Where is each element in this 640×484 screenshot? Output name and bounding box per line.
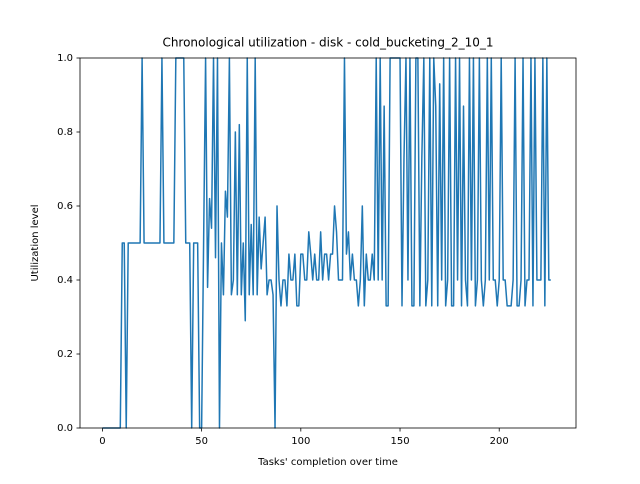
- x-tick-label: 200: [490, 436, 509, 447]
- y-tick-label: 0.6: [57, 201, 73, 212]
- x-tick-label: 100: [291, 436, 310, 447]
- y-tick-label: 0.2: [57, 349, 73, 360]
- x-tick-label: 0: [99, 436, 105, 447]
- x-axis-label: Tasks' completion over time: [257, 457, 398, 468]
- chart-title: Chronological utilization - disk - cold_…: [162, 36, 493, 50]
- y-tick-label: 0.0: [57, 423, 73, 434]
- y-tick-label: 0.4: [57, 275, 73, 286]
- plot-frame: [79, 57, 577, 429]
- x-tick-label: 50: [195, 436, 208, 447]
- y-tick-label: 0.8: [57, 127, 73, 138]
- y-axis-label: Utilization level: [30, 204, 41, 281]
- x-tick-label: 150: [390, 436, 409, 447]
- y-tick-label: 1.0: [57, 53, 73, 64]
- data-line: [102, 57, 551, 429]
